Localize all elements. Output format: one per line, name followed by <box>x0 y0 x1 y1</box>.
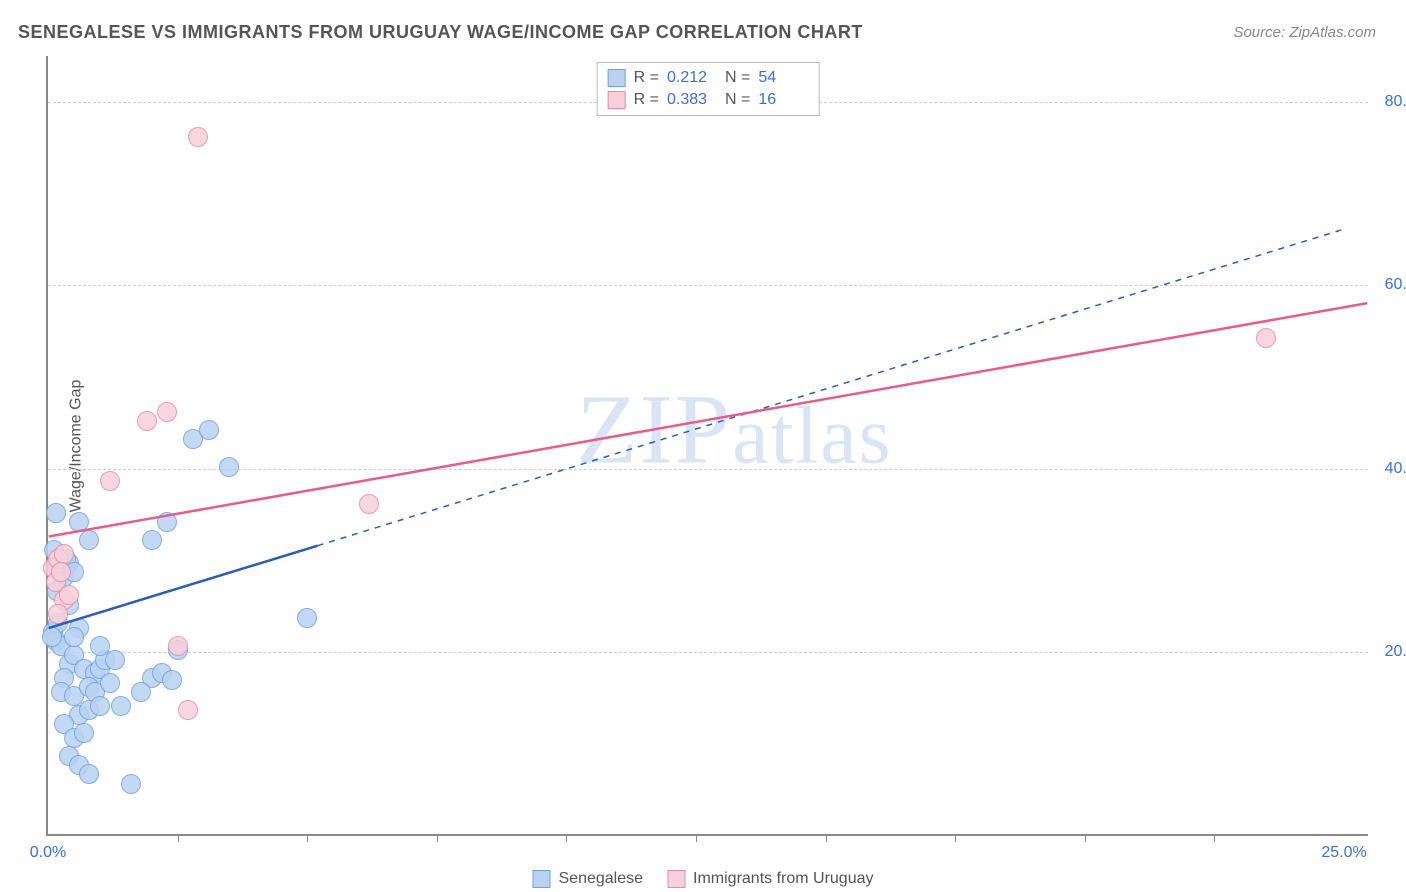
data-point <box>178 700 198 720</box>
x-tick <box>566 834 567 842</box>
x-tick <box>1214 834 1215 842</box>
source-label: Source: ZipAtlas.com <box>1233 24 1376 41</box>
legend-n-value: 16 <box>758 89 808 111</box>
data-point <box>121 774 141 794</box>
data-point <box>111 696 131 716</box>
data-point <box>54 544 74 564</box>
x-tick-label: 25.0% <box>1321 844 1366 862</box>
legend-r-label: R = <box>634 89 659 111</box>
gridline <box>48 469 1368 470</box>
legend-r-label: R = <box>634 67 659 89</box>
data-point <box>131 682 151 702</box>
data-point <box>51 562 71 582</box>
x-tick <box>307 834 308 842</box>
legend-n-label: N = <box>725 67 750 89</box>
data-point <box>219 457 239 477</box>
data-point <box>137 411 157 431</box>
legend-label: Senegalese <box>558 870 643 888</box>
data-point <box>46 503 66 523</box>
x-tick-label: 0.0% <box>30 844 66 862</box>
data-point <box>168 636 188 656</box>
legend-n-label: N = <box>725 89 750 111</box>
data-point <box>90 696 110 716</box>
data-point <box>1256 328 1276 348</box>
data-point <box>100 471 120 491</box>
trend-lines-layer <box>48 56 1368 834</box>
legend-n-value: 54 <box>758 67 808 89</box>
gridline <box>48 652 1368 653</box>
data-point <box>162 670 182 690</box>
chart-title: SENEGALESE VS IMMIGRANTS FROM URUGUAY WA… <box>18 22 863 43</box>
legend-stat-row: R = 0.212 N = 54 <box>608 67 809 89</box>
x-tick <box>696 834 697 842</box>
legend-bottom: Senegalese Immigrants from Uruguay <box>532 870 873 888</box>
data-point <box>157 402 177 422</box>
y-tick-label: 40.0% <box>1385 460 1406 478</box>
data-point <box>74 723 94 743</box>
legend-swatch <box>532 870 550 888</box>
data-point <box>59 585 79 605</box>
legend-stat-row: R = 0.383 N = 16 <box>608 89 809 111</box>
data-point <box>105 650 125 670</box>
legend-swatch <box>608 69 626 87</box>
data-point <box>64 627 84 647</box>
y-tick-label: 20.0% <box>1385 643 1406 661</box>
legend-item: Immigrants from Uruguay <box>667 870 874 888</box>
legend-swatch <box>667 870 685 888</box>
data-point <box>297 608 317 628</box>
legend-stats-box: R = 0.212 N = 54 R = 0.383 N = 16 <box>597 62 820 116</box>
x-tick <box>437 834 438 842</box>
data-point <box>157 512 177 532</box>
data-point <box>188 127 208 147</box>
data-point <box>142 530 162 550</box>
x-tick <box>178 834 179 842</box>
data-point <box>42 627 62 647</box>
data-point <box>199 420 219 440</box>
data-point <box>79 764 99 784</box>
x-tick <box>826 834 827 842</box>
chart-plot-area: ZIPatlas R = 0.212N = 54R = 0.383N = 16 … <box>46 56 1368 836</box>
x-tick <box>1085 834 1086 842</box>
gridline <box>48 285 1368 286</box>
legend-r-value: 0.383 <box>667 89 717 111</box>
data-point <box>100 673 120 693</box>
y-tick-label: 60.0% <box>1385 276 1406 294</box>
data-point <box>69 512 89 532</box>
legend-swatch <box>608 91 626 109</box>
legend-r-value: 0.212 <box>667 67 717 89</box>
data-point <box>79 530 99 550</box>
legend-item: Senegalese <box>532 870 643 888</box>
data-point <box>359 494 379 514</box>
legend-label: Immigrants from Uruguay <box>693 870 874 888</box>
data-point <box>48 604 68 624</box>
x-tick <box>955 834 956 842</box>
y-tick-label: 80.0% <box>1385 93 1406 111</box>
